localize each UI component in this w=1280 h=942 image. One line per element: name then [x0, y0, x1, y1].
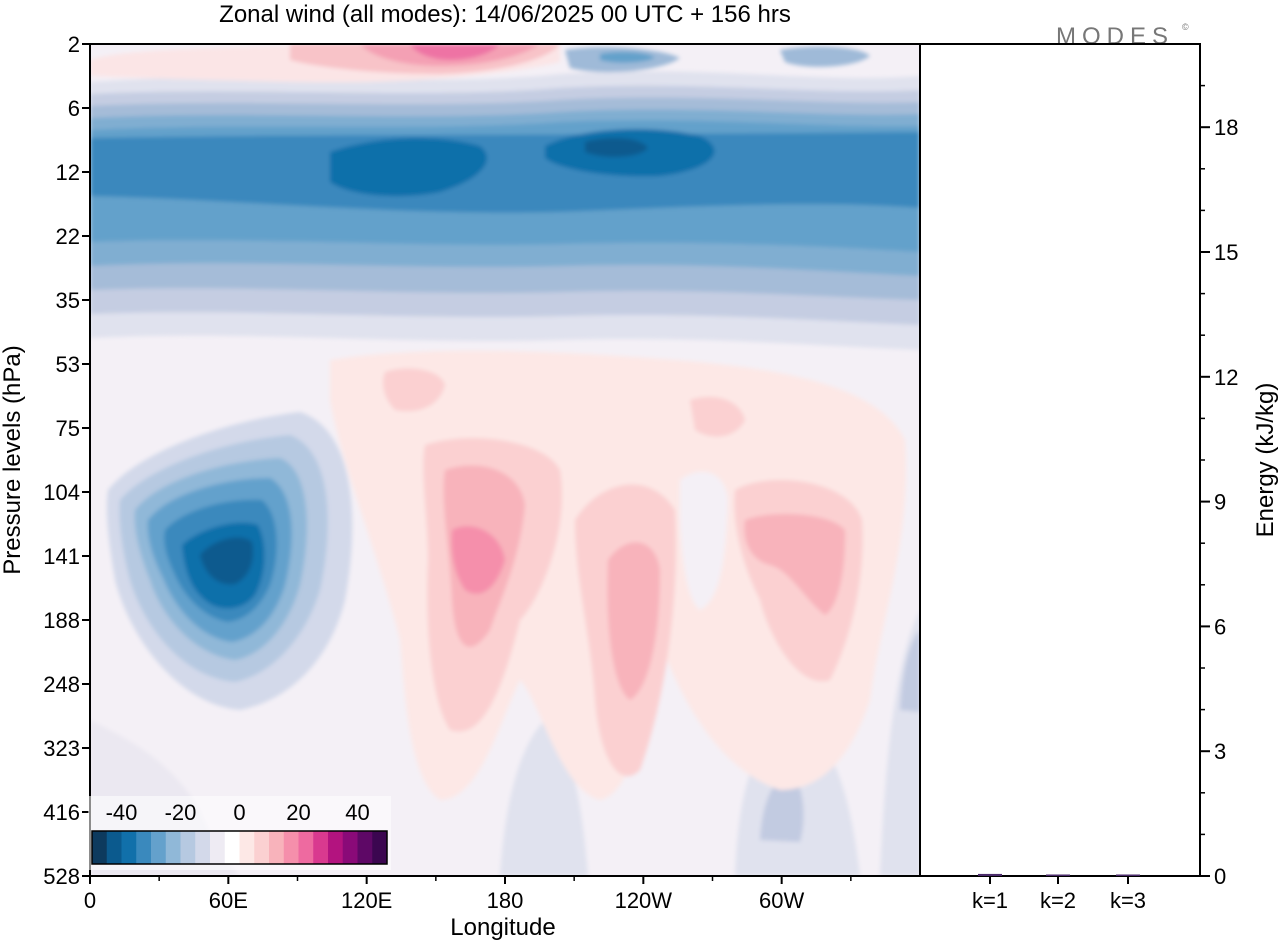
pressure-tick-label: 6: [68, 96, 80, 121]
colorbar-tick-label: 0: [233, 800, 245, 825]
contour-pos-b2: [607, 542, 660, 700]
colorbar-swatch: [313, 831, 329, 864]
colorbar-swatch: [180, 831, 196, 864]
energy-category-label: k=3: [1110, 888, 1146, 913]
colorbar-swatch: [328, 831, 344, 864]
longitude-tick-label: 120W: [615, 888, 673, 913]
pressure-tick-label: 53: [56, 352, 80, 377]
energy-tick-label: 0: [1214, 864, 1226, 889]
energy-category-label: k=2: [1040, 888, 1076, 913]
colorbar-tick-label: 20: [286, 800, 310, 825]
energy-tick-label: 15: [1214, 240, 1238, 265]
energy-tick-label: 3: [1214, 739, 1226, 764]
longitude-tick-label: 180: [487, 888, 524, 913]
colorbar-swatch: [342, 831, 358, 864]
colorbar-swatch: [210, 831, 226, 864]
contour-top-neg-2: [780, 46, 870, 67]
contour-strat-core-a: [330, 138, 487, 197]
longitude-tick-label: 0: [84, 888, 96, 913]
colorbar-tick-label: -40: [106, 800, 138, 825]
energy-tick-label: 6: [1214, 614, 1226, 639]
colorbar-swatch: [121, 831, 137, 864]
contour-top-pos-4: [410, 44, 500, 60]
energy-bars: k=1 k=2 k=3: [972, 873, 1146, 913]
colorbar-swatch: [136, 831, 152, 864]
colorbar-frame: [91, 830, 388, 865]
y-axis-label: Pressure levels (hPa): [0, 345, 26, 574]
colorbar-tick-label: -20: [165, 800, 197, 825]
colorbar-swatch: [151, 831, 167, 864]
chart-title: Zonal wind (all modes): 14/06/2025 00 UT…: [219, 1, 791, 28]
pressure-tick-label: 141: [43, 544, 80, 569]
modes-logo: MODES ©: [1056, 22, 1189, 50]
pressure-tick-label: 2: [68, 32, 80, 57]
pressure-tick-label: 188: [43, 608, 80, 633]
pressure-tick-label: 75: [56, 416, 80, 441]
pressure-tick-label: 12: [56, 160, 80, 185]
colorbar-swatch: [372, 831, 388, 864]
colorbar-swatch: [239, 831, 255, 864]
longitude-axis: 0 60E 120E 180 120W 60W: [84, 876, 852, 913]
contour-gap-neutral: [679, 471, 728, 610]
colorbar-swatch: [298, 831, 314, 864]
contour-neg-core-7: [200, 537, 254, 585]
longitude-tick-label: 60W: [759, 888, 804, 913]
pressure-tick-label: 248: [43, 672, 80, 697]
pressure-tick-label: 416: [43, 800, 80, 825]
colorbar-swatch: [165, 831, 181, 864]
energy-bar-k=1: [978, 873, 1002, 876]
colorbar-swatch: [92, 831, 108, 864]
colorbar-swatch: [106, 831, 122, 864]
energy-tick-label: 12: [1214, 365, 1238, 390]
energy-tick-label: 9: [1214, 490, 1226, 515]
colorbar-swatch: [195, 831, 211, 864]
colorbar-swatch: [357, 831, 373, 864]
contour-pos-a3: [451, 526, 505, 594]
contour-strat-core-c: [585, 138, 648, 157]
colorbar-tick-label: 40: [345, 800, 369, 825]
energy-axis: 0 3 6 9 12 15 18: [1200, 84, 1238, 889]
energy-bar-k=3: [1116, 874, 1140, 876]
logo-mark: ©: [1182, 22, 1189, 32]
colorbar-swatch: [283, 831, 299, 864]
energy-axis-label: Energy (kJ/kg): [1252, 383, 1279, 538]
contour-pos-d1: [383, 368, 445, 412]
longitude-tick-label: 120E: [341, 888, 392, 913]
contour-low-blue-5: [900, 630, 920, 712]
contour-strat-6: [90, 132, 920, 213]
pressure-tick-label: 22: [56, 224, 80, 249]
pressure-tick-label: 528: [43, 864, 80, 889]
pressure-tick-label: 323: [43, 736, 80, 761]
energy-panel-frame: [919, 43, 1201, 877]
contour-pos-c2: [744, 514, 846, 615]
contour-pos-e1: [690, 396, 745, 437]
zonal-wind-field: [90, 44, 920, 876]
contour-low-blue-3: [760, 772, 804, 842]
logo-text: MODES: [1056, 23, 1174, 50]
longitude-tick-label: 60E: [209, 888, 248, 913]
pressure-axis: 2 6 12 22 35 53 75 104 141 188 248 323 416 528: [43, 32, 90, 889]
colorbar-swatch: [254, 831, 270, 864]
colorbar-legend: -40 -20 0 20 40: [88, 796, 391, 870]
energy-bar-k=2: [1046, 874, 1070, 876]
energy-category-label: k=1: [972, 888, 1008, 913]
pressure-tick-label: 35: [56, 288, 80, 313]
colorbar-swatch: [224, 831, 240, 864]
contour-top-neg-3: [600, 51, 655, 63]
pressure-tick-label: 104: [43, 480, 80, 505]
energy-tick-label: 18: [1214, 115, 1238, 140]
colorbar-swatch: [269, 831, 285, 864]
x-axis-label: Longitude: [450, 914, 555, 941]
